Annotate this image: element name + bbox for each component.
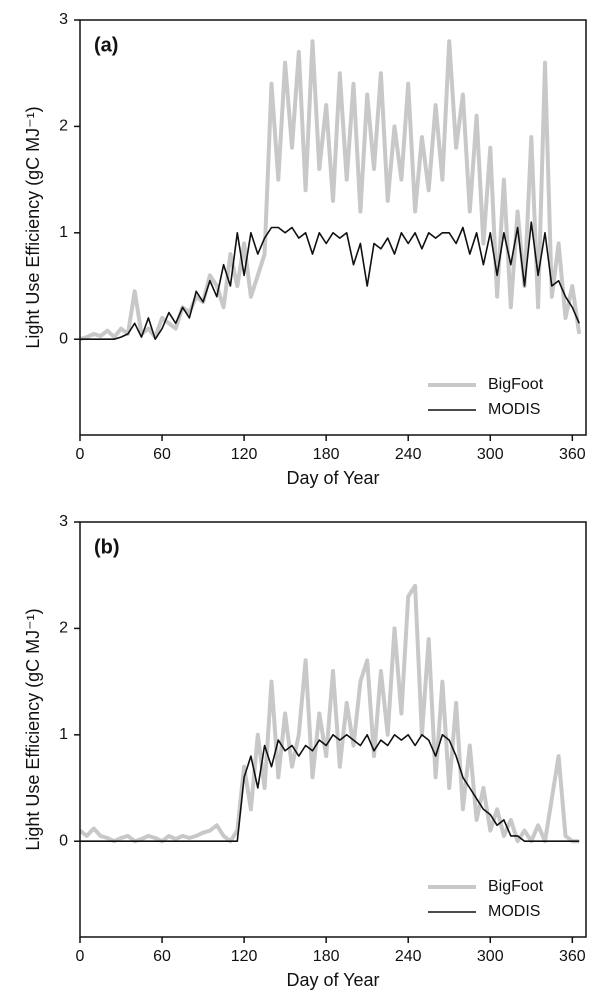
legend-label: MODIS: [488, 401, 540, 418]
legend-label: BigFoot: [488, 376, 544, 393]
plot-frame: [79, 19, 587, 436]
series-line: [79, 39, 582, 342]
x-tick-label: 300: [477, 446, 504, 463]
series-line: [80, 734, 580, 842]
y-axis-label: Light Use Efficiency (gC MJ⁻¹): [23, 106, 43, 348]
series-line: [80, 221, 580, 340]
x-tick-label: 300: [477, 948, 504, 965]
x-tick-label: 60: [153, 446, 171, 463]
x-tick-label: 240: [395, 446, 422, 463]
y-tick-label: 3: [59, 11, 68, 28]
y-tick-label: 0: [59, 330, 68, 347]
x-tick-label: 360: [559, 446, 586, 463]
y-axis-label: Light Use Efficiency (gC MJ⁻¹): [23, 608, 43, 850]
y-tick-label: 3: [59, 513, 68, 530]
x-tick-label: 120: [231, 948, 258, 965]
y-tick-label: 2: [59, 118, 68, 135]
x-tick-label: 60: [153, 948, 171, 965]
x-tick-label: 0: [76, 948, 85, 965]
x-tick-label: 180: [313, 948, 340, 965]
plot-frame: [79, 521, 587, 938]
x-tick-label: 240: [395, 948, 422, 965]
y-tick-label: 1: [59, 224, 68, 241]
y-tick-label: 2: [59, 620, 68, 637]
legend-label: MODIS: [488, 903, 540, 920]
x-axis-label: Day of Year: [286, 970, 379, 990]
panel-label: (a): [94, 34, 118, 56]
x-tick-label: 120: [231, 446, 258, 463]
series-line: [78, 583, 580, 844]
x-tick-label: 180: [313, 446, 340, 463]
y-tick-label: 1: [59, 726, 68, 743]
y-tick-label: 0: [59, 832, 68, 849]
x-tick-label: 0: [76, 446, 85, 463]
legend-label: BigFoot: [488, 878, 544, 895]
x-tick-label: 360: [559, 948, 586, 965]
panel-label: (b): [94, 536, 120, 558]
x-axis-label: Day of Year: [286, 468, 379, 488]
